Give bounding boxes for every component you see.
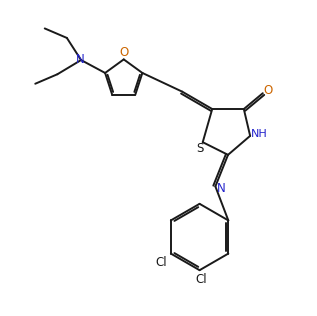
Text: S: S — [197, 142, 204, 155]
Text: N: N — [76, 53, 85, 66]
Text: Cl: Cl — [155, 256, 166, 269]
Text: O: O — [263, 83, 272, 97]
Text: O: O — [120, 46, 129, 59]
Text: NH: NH — [251, 129, 267, 139]
Text: N: N — [217, 181, 226, 195]
Text: Cl: Cl — [195, 272, 207, 286]
